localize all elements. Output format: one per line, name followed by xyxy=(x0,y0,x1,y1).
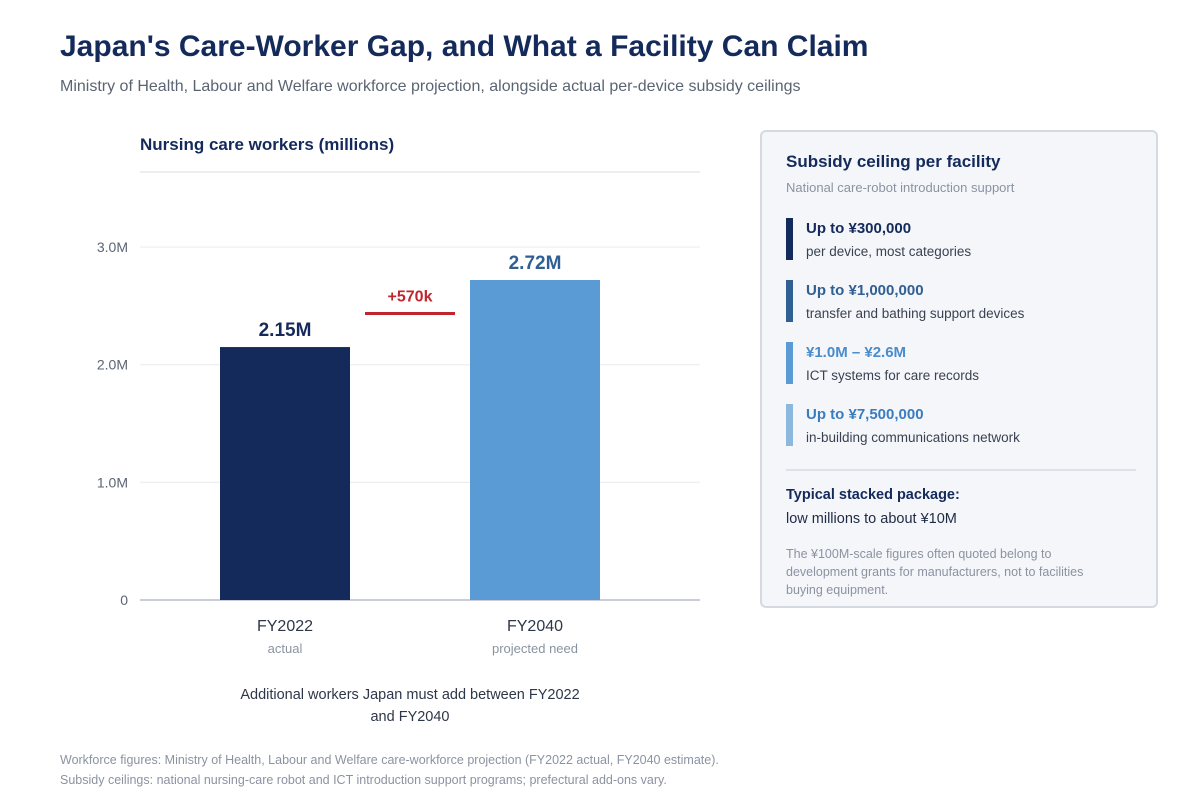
tier-amount: Up to ¥300,000 xyxy=(806,220,912,237)
tier-item: ¥1.0M – ¥2.6M ICT systems for care recor… xyxy=(786,342,1126,386)
package-value: low millions to about ¥10M xyxy=(786,511,957,527)
page-subtitle: Ministry of Health, Labour and Welfare w… xyxy=(60,78,801,95)
page-title: Japan's Care-Worker Gap, and What a Faci… xyxy=(60,30,869,63)
x-category-label: FY2022 xyxy=(257,618,313,635)
package-label: Typical stacked package: xyxy=(786,487,960,503)
tier-item: Up to ¥1,000,000 transfer and bathing su… xyxy=(786,280,1126,324)
footer-line-subsidy: Subsidy ceilings: national nursing-care … xyxy=(60,773,667,787)
source-footer: Workforce figures: Ministry of Health, L… xyxy=(60,750,719,790)
tier-color-bar xyxy=(786,342,793,384)
y-tick-label: 2.0M xyxy=(97,357,128,373)
tier-amount: Up to ¥1,000,000 xyxy=(806,282,924,299)
bar-chart: Nursing care workers (millions) 0 1.0M 2.0… xyxy=(97,135,700,656)
tier-amount: ¥1.0M – ¥2.6M xyxy=(806,344,907,361)
bar-fy2040 xyxy=(470,280,600,600)
gap-note: Additional workers Japan must add betwee… xyxy=(240,687,580,725)
tier-item: Up to ¥300,000 per device, most categori… xyxy=(786,218,1126,262)
panel-subtitle: National care-robot introduction support xyxy=(786,180,1015,195)
package-note: The ¥100M-scale figures often quoted bel… xyxy=(786,547,1084,597)
tier-description: ICT systems for care records xyxy=(806,368,980,383)
x-category-sublabel: projected need xyxy=(492,641,578,656)
chart-title: Nursing care workers (millions) xyxy=(140,135,394,154)
tier-item: Up to ¥7,500,000 in-building communicati… xyxy=(786,404,1126,448)
bar-value-label: 2.15M xyxy=(259,320,312,341)
tier-description: in-building communications network xyxy=(806,430,1020,445)
gap-label: +570k xyxy=(388,289,433,306)
y-tick-label: 0 xyxy=(120,592,128,608)
y-tick-label: 1.0M xyxy=(97,474,128,490)
tier-color-bar xyxy=(786,218,793,260)
panel-title: Subsidy ceiling per facility xyxy=(786,152,1001,171)
subsidy-panel: Subsidy ceiling per facility National ca… xyxy=(760,130,1158,608)
x-category-label: FY2040 xyxy=(507,618,563,635)
y-tick-label: 3.0M xyxy=(97,239,128,255)
tier-description: transfer and bathing support devices xyxy=(806,306,1025,321)
tier-description: per device, most categories xyxy=(806,244,972,259)
tier-amount: Up to ¥7,500,000 xyxy=(806,406,924,423)
footer-line-workforce: Workforce figures: Ministry of Health, L… xyxy=(60,753,719,767)
x-category-sublabel: actual xyxy=(268,641,303,656)
bar-value-label: 2.72M xyxy=(509,253,562,274)
panel-divider xyxy=(786,469,1136,471)
tier-color-bar xyxy=(786,280,793,322)
tier-color-bar xyxy=(786,404,793,446)
bar-fy2022 xyxy=(220,347,350,600)
